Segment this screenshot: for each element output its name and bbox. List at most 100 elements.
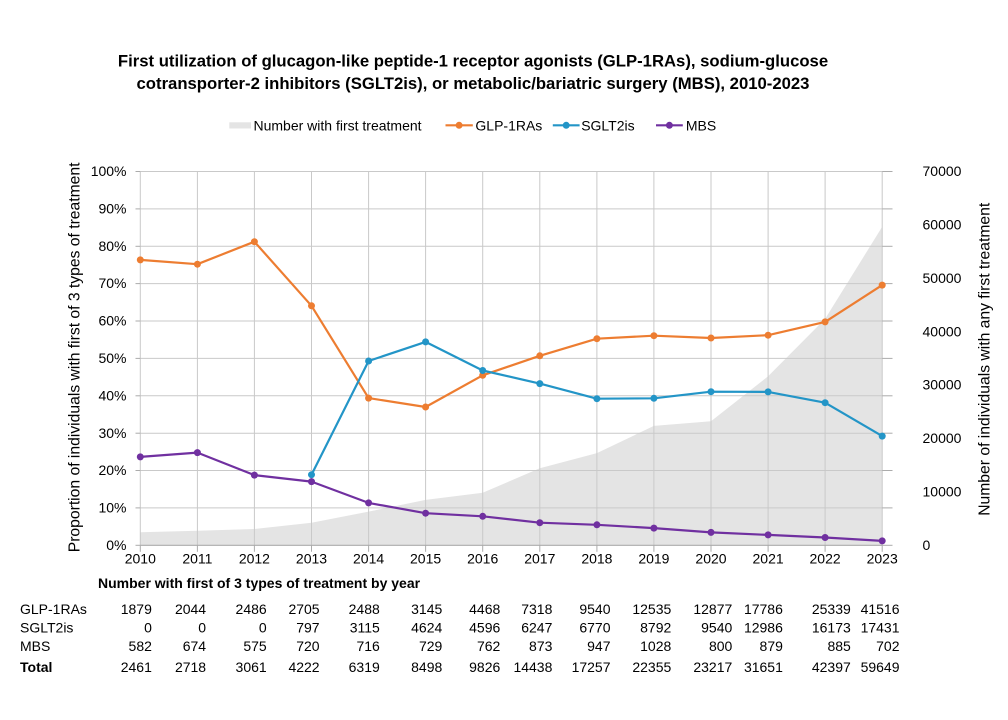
svg-text:10000: 10000 [923,484,962,500]
svg-text:17786: 17786 [744,601,783,617]
svg-text:30000: 30000 [923,377,962,393]
svg-text:cotransporter-2 inhibitors (SG: cotransporter-2 inhibitors (SGLT2is), or… [137,74,810,93]
svg-text:50000: 50000 [923,270,962,286]
svg-text:8792: 8792 [640,620,671,636]
svg-text:17257: 17257 [572,659,611,675]
svg-text:702: 702 [876,638,900,654]
svg-text:70000: 70000 [923,163,962,179]
svg-text:720: 720 [296,638,320,654]
svg-text:Number of individuals with any: Number of individuals with any first tre… [976,202,993,516]
svg-text:2015: 2015 [410,550,441,566]
svg-text:2488: 2488 [349,601,380,617]
svg-text:4222: 4222 [288,659,319,675]
svg-text:2011: 2011 [182,550,212,566]
svg-text:2016: 2016 [467,550,498,566]
svg-text:10%: 10% [98,500,126,516]
svg-text:2017: 2017 [524,550,555,566]
svg-text:3115: 3115 [350,620,380,636]
svg-text:Number with first of 3 types o: Number with first of 3 types of treatmen… [98,575,421,591]
svg-text:59649: 59649 [861,659,900,675]
svg-text:41516: 41516 [861,601,900,617]
svg-text:40%: 40% [98,387,126,403]
svg-text:879: 879 [760,638,784,654]
svg-text:12877: 12877 [693,601,732,617]
svg-text:2461: 2461 [121,659,152,675]
svg-text:9826: 9826 [469,659,500,675]
svg-text:0: 0 [144,620,152,636]
svg-text:2044: 2044 [175,601,206,617]
svg-text:3145: 3145 [411,601,442,617]
svg-text:582: 582 [129,638,153,654]
svg-text:14438: 14438 [513,659,552,675]
svg-text:947: 947 [587,638,611,654]
svg-text:2010: 2010 [125,550,156,566]
svg-text:0: 0 [923,537,931,553]
svg-text:12986: 12986 [744,620,783,636]
svg-text:674: 674 [183,638,207,654]
svg-text:0: 0 [198,620,206,636]
svg-text:20000: 20000 [923,430,962,446]
svg-text:25339: 25339 [812,601,851,617]
svg-text:23217: 23217 [693,659,732,675]
svg-text:4624: 4624 [411,620,442,636]
svg-text:0: 0 [259,620,267,636]
svg-text:22355: 22355 [632,659,671,675]
svg-text:6247: 6247 [521,620,552,636]
svg-text:2020: 2020 [695,550,726,566]
svg-text:31651: 31651 [744,659,783,675]
svg-text:729: 729 [419,638,443,654]
svg-text:SGLT2is: SGLT2is [20,620,73,636]
svg-text:12535: 12535 [632,601,671,617]
svg-text:GLP-1RAs: GLP-1RAs [475,117,542,133]
svg-text:60%: 60% [98,313,126,329]
svg-text:2021: 2021 [753,550,784,566]
svg-text:70%: 70% [98,275,126,291]
svg-text:1028: 1028 [640,638,671,654]
svg-text:20%: 20% [98,462,126,478]
svg-text:4468: 4468 [469,601,500,617]
svg-text:50%: 50% [98,350,126,366]
svg-text:40000: 40000 [923,323,962,339]
svg-text:MBS: MBS [686,117,716,133]
svg-text:Number with first treatment: Number with first treatment [254,117,422,133]
svg-text:2718: 2718 [175,659,206,675]
svg-text:42397: 42397 [812,659,851,675]
svg-text:716: 716 [356,638,380,654]
svg-text:2022: 2022 [810,550,841,566]
svg-text:2023: 2023 [867,550,898,566]
svg-text:90%: 90% [98,201,126,217]
svg-text:MBS: MBS [20,638,50,654]
svg-text:575: 575 [243,638,267,654]
svg-text:3061: 3061 [236,659,267,675]
svg-text:762: 762 [477,638,501,654]
svg-text:2018: 2018 [581,550,612,566]
svg-text:800: 800 [709,638,733,654]
svg-text:100%: 100% [91,163,127,179]
svg-text:2486: 2486 [236,601,267,617]
svg-text:Total: Total [20,659,52,675]
svg-text:2705: 2705 [288,601,319,617]
svg-text:873: 873 [529,638,553,654]
svg-text:9540: 9540 [701,620,732,636]
svg-text:6770: 6770 [579,620,610,636]
svg-text:4596: 4596 [469,620,500,636]
svg-text:7318: 7318 [521,601,552,617]
svg-text:885: 885 [827,638,851,654]
svg-text:1879: 1879 [121,601,152,617]
svg-text:2012: 2012 [239,550,270,566]
svg-text:17431: 17431 [861,620,900,636]
svg-text:80%: 80% [98,238,126,254]
svg-text:Proportion of individuals with: Proportion of individuals with first of … [66,162,83,552]
svg-text:30%: 30% [98,425,126,441]
svg-text:6319: 6319 [349,659,380,675]
svg-text:First utilization of glucagon-: First utilization of glucagon-like pepti… [118,52,828,71]
svg-text:60000: 60000 [923,217,962,233]
svg-text:797: 797 [296,620,320,636]
svg-text:2014: 2014 [353,550,384,566]
svg-text:GLP-1RAs: GLP-1RAs [20,601,87,617]
svg-text:0%: 0% [106,537,126,553]
svg-text:2013: 2013 [296,550,327,566]
svg-text:SGLT2is: SGLT2is [581,117,634,133]
svg-text:16173: 16173 [812,620,851,636]
svg-text:2019: 2019 [638,550,669,566]
